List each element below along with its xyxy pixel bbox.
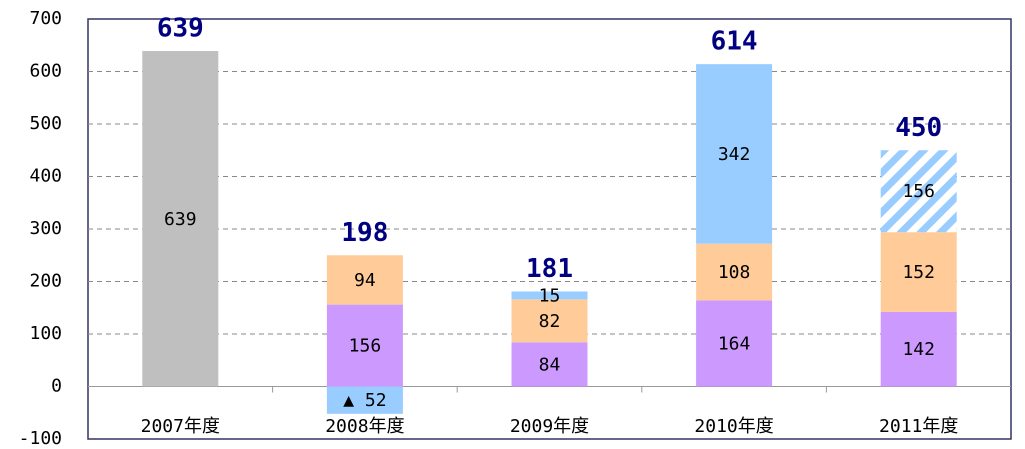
total-label: 614 xyxy=(711,27,758,57)
y-tick-label: 200 xyxy=(29,271,62,292)
total-label: 639 xyxy=(157,14,204,44)
bar-segment xyxy=(696,243,773,301)
bar-segment xyxy=(511,299,588,343)
x-tick-label: 2008年度 xyxy=(325,416,404,437)
y-tick-label: 600 xyxy=(29,61,62,82)
data-label: 15 xyxy=(539,285,561,306)
bar-segment xyxy=(326,255,403,305)
data-label: 142 xyxy=(902,339,935,360)
bar-segment xyxy=(880,150,957,233)
bar-segment xyxy=(511,291,588,300)
bar-segment xyxy=(880,311,957,387)
y-tick-label: 500 xyxy=(29,113,62,134)
total-label: 181 xyxy=(526,254,573,284)
data-label: 342 xyxy=(718,144,751,165)
total-label: 198 xyxy=(341,218,388,248)
data-label: 156 xyxy=(902,181,935,202)
data-label: 84 xyxy=(539,354,561,375)
data-label: 156 xyxy=(349,336,382,357)
bar-segment xyxy=(326,386,403,414)
data-label: 94 xyxy=(354,270,376,291)
x-tick-label: 2009年度 xyxy=(510,416,589,437)
bar-segment xyxy=(696,64,773,244)
x-tick-label: 2011年度 xyxy=(879,416,958,437)
data-label: 164 xyxy=(718,333,751,354)
bar-segment xyxy=(142,51,219,387)
bar-segment xyxy=(511,342,588,387)
total-label: 450 xyxy=(895,113,942,143)
data-label: 152 xyxy=(902,262,935,283)
bar-segment xyxy=(696,300,773,387)
x-tick-label: 2010年度 xyxy=(694,416,773,437)
x-tick-label: 2007年度 xyxy=(141,416,220,437)
y-tick-label: 0 xyxy=(51,376,62,397)
bar-segment xyxy=(326,304,403,387)
y-tick-label: -100 xyxy=(19,428,62,449)
data-label: ▲ 52 xyxy=(343,390,386,411)
data-label: 639 xyxy=(164,209,197,230)
y-tick-label: 100 xyxy=(29,323,62,344)
data-label: 108 xyxy=(718,262,751,283)
bar-segment xyxy=(880,232,957,312)
y-tick-label: 700 xyxy=(29,8,62,29)
y-tick-label: 300 xyxy=(29,218,62,239)
data-label: 82 xyxy=(539,311,561,332)
y-tick-label: 400 xyxy=(29,166,62,187)
